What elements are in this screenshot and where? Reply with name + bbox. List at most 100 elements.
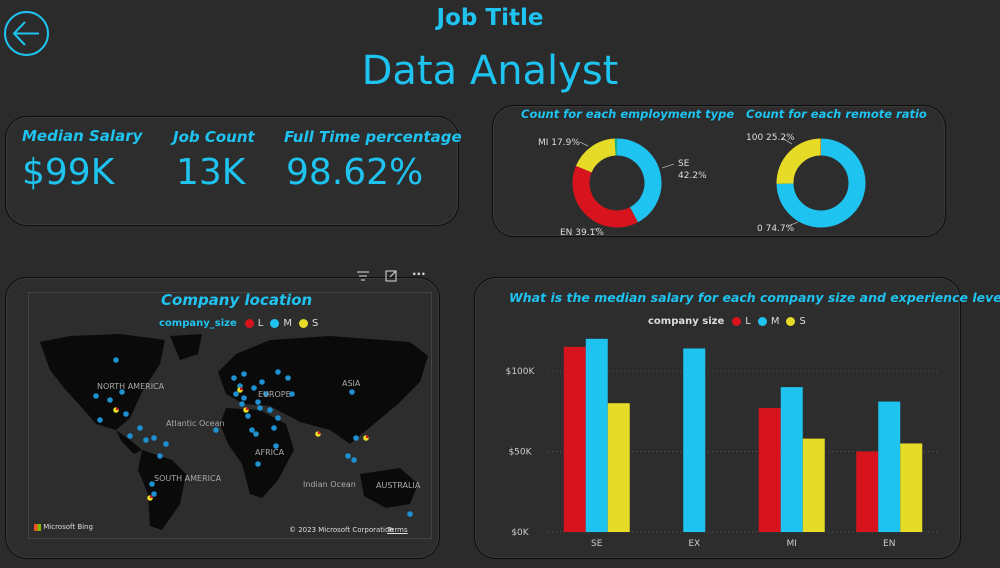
map-point[interactable] [351, 457, 357, 463]
map-point[interactable] [255, 461, 261, 467]
full-time-value: 98.62% [286, 152, 424, 193]
map-point[interactable] [149, 481, 155, 487]
bar-mi-m[interactable] [780, 387, 803, 532]
bar-legend-dot-s [786, 317, 796, 326]
bar-chart-legend: company size L M S [648, 316, 809, 327]
map-point[interactable] [285, 375, 291, 381]
full-time-label: Full Time percentage [284, 128, 462, 146]
employment-donut-chart [572, 138, 662, 228]
map-label-north-america: NORTH AMERICA [97, 382, 165, 391]
bar-legend-dot-l [732, 317, 742, 326]
map-label-australia: AUSTRALIA [376, 481, 421, 490]
map-point[interactable] [123, 411, 129, 417]
remote-slice-0[interactable] [776, 138, 866, 228]
job-count-label: Job Count [173, 128, 255, 146]
map-point-mixed-slice [246, 407, 249, 410]
map-point[interactable] [237, 383, 243, 389]
focus-mode-icon[interactable] [385, 270, 397, 285]
map-point[interactable] [93, 393, 99, 399]
map-legend-dot-l [244, 319, 254, 328]
map-point[interactable] [271, 425, 277, 431]
map-legend-m: M [283, 318, 292, 329]
map-point-mixed-slice [116, 407, 119, 410]
bar-legend-s: S [799, 316, 806, 327]
map-point[interactable] [157, 453, 163, 459]
map-point[interactable] [353, 435, 359, 441]
map-legend-s: S [311, 318, 319, 329]
bar-mi-s[interactable] [802, 438, 825, 532]
map-point[interactable] [143, 437, 149, 443]
map-point[interactable] [249, 427, 255, 433]
employment-slice-mi[interactable] [575, 138, 617, 173]
arrow-left-icon [12, 21, 39, 46]
bar-chart[interactable]: $0K $50K $100K SE EX MI EN [478, 320, 948, 550]
map-point-mixed-slice [240, 387, 243, 390]
filter-icon[interactable] [357, 270, 369, 284]
bar-en-l[interactable] [856, 451, 879, 533]
map-point-mixed-slice [318, 431, 321, 434]
map-point[interactable] [241, 371, 247, 377]
map-point[interactable] [127, 433, 133, 439]
map-legend-dot-s [298, 319, 308, 328]
employment-slice-se[interactable] [616, 138, 662, 223]
map-point[interactable] [349, 389, 355, 395]
donut-label-mi: MI 17.9% [538, 138, 580, 148]
map-point[interactable] [275, 415, 281, 421]
map-point[interactable] [163, 441, 169, 447]
map-point[interactable] [255, 399, 261, 405]
map-point[interactable] [137, 425, 143, 431]
map-point[interactable] [213, 427, 219, 433]
bar-en-m[interactable] [878, 401, 901, 532]
map-point[interactable] [407, 511, 413, 517]
donut-label-se-value: 42.2% [678, 171, 707, 181]
greenland-shape [170, 334, 202, 360]
world-map[interactable] [30, 334, 430, 534]
eurasia-shape [218, 336, 428, 444]
map-point[interactable] [289, 391, 295, 397]
bar-mi-l[interactable] [758, 408, 781, 532]
map-point[interactable] [239, 401, 245, 407]
back-button[interactable] [4, 11, 49, 56]
bar-en-s[interactable] [900, 443, 923, 532]
map-point[interactable] [275, 369, 281, 375]
remote-slice-100[interactable] [776, 138, 822, 185]
map-label-europe: EUROPE [258, 390, 291, 399]
bar-legend-m: M [770, 316, 780, 327]
map-point-mixed-slice [150, 495, 153, 498]
bar-se-l[interactable] [563, 346, 586, 532]
map-point[interactable] [253, 431, 259, 437]
map-point[interactable] [257, 405, 263, 411]
map-point[interactable] [233, 391, 239, 397]
map-terms-link[interactable]: Terms [387, 526, 408, 534]
map-point[interactable] [151, 491, 157, 497]
map-point[interactable] [97, 417, 103, 423]
bar-ex-m[interactable] [683, 348, 706, 532]
map-frame [28, 292, 432, 539]
map-point[interactable] [119, 389, 125, 395]
bar-se-m[interactable] [585, 338, 608, 532]
map-point[interactable] [245, 413, 251, 419]
map-point[interactable] [251, 385, 257, 391]
donut-label-remote-100: 100 25.2% [746, 133, 795, 143]
map-point[interactable] [113, 357, 119, 363]
map-point[interactable] [259, 379, 265, 385]
map-legend-dot-m [270, 319, 280, 328]
employment-slice-en[interactable] [572, 165, 638, 228]
more-options-icon[interactable]: ··· [412, 267, 426, 281]
donut-label-remote-0: 0 74.7% [757, 224, 795, 234]
map-point[interactable] [151, 435, 157, 441]
bar-se-s[interactable] [607, 403, 630, 532]
map-point[interactable] [345, 453, 351, 459]
map-point[interactable] [107, 397, 113, 403]
y-tick-label: $0K [511, 528, 529, 538]
south-america-shape [138, 450, 186, 530]
map-point[interactable] [263, 391, 269, 397]
map-point[interactable] [231, 375, 237, 381]
bar-legend-dot-m [757, 317, 767, 326]
bing-logo: Microsoft Bing [34, 523, 93, 531]
map-legend-title: company_size [159, 318, 237, 329]
donut-label-se: SE 42.2% [678, 158, 707, 182]
map-point[interactable] [267, 407, 273, 413]
map-point[interactable] [241, 395, 247, 401]
map-point[interactable] [273, 443, 279, 449]
